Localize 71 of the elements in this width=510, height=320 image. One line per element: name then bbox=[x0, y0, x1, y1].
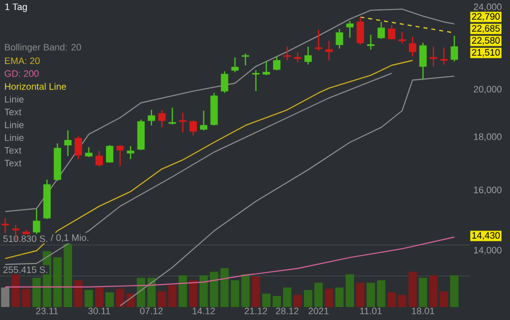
candlestick bbox=[398, 31, 406, 44]
candlestick bbox=[190, 120, 197, 136]
annotation: Text bbox=[4, 160, 22, 166]
candlestick bbox=[168, 107, 176, 126]
candlestick bbox=[252, 70, 260, 92]
y2-axis-title: / 0,1 Mio. bbox=[50, 234, 88, 242]
candlestick bbox=[408, 36, 416, 58]
y-tick-label: 18,000 bbox=[474, 133, 502, 142]
line-series bbox=[120, 76, 455, 306]
candlestick bbox=[294, 52, 302, 63]
text: 22,580 bbox=[472, 37, 500, 45]
candlestick bbox=[388, 24, 396, 40]
candlestick bbox=[220, 70, 228, 94]
candlestick bbox=[336, 28, 344, 50]
candlestick bbox=[419, 42, 427, 80]
candlestick bbox=[450, 35, 458, 62]
x-tick-label: 18.01 bbox=[412, 308, 434, 314]
candlestick bbox=[346, 20, 354, 38]
candlestick bbox=[314, 29, 322, 52]
x-tick-label: 30.11 bbox=[88, 308, 110, 314]
candlestick bbox=[126, 146, 134, 160]
x-tick-label: 14.12 bbox=[192, 308, 215, 314]
candlestick bbox=[96, 150, 103, 168]
y-tick-label: 16,000 bbox=[474, 186, 502, 194]
annotation: Text bbox=[4, 147, 22, 154]
text: Bollinger Band: 20 bbox=[5, 44, 82, 52]
candlestick bbox=[158, 109, 166, 128]
candlestick bbox=[64, 130, 72, 157]
candlestick bbox=[148, 109, 156, 126]
candlestick bbox=[356, 16, 364, 46]
candlestick bbox=[440, 47, 448, 66]
x-tick-label: 23.11 bbox=[36, 308, 58, 314]
candlestick bbox=[85, 146, 92, 158]
candlestick bbox=[367, 34, 374, 50]
annotation: Linie bbox=[5, 96, 24, 103]
text: GD: 200 bbox=[4, 70, 39, 77]
x-tick-label: 21.12 bbox=[244, 308, 268, 314]
x-tick-label: 2021 bbox=[308, 308, 328, 314]
text: Horizontal Line bbox=[5, 82, 66, 90]
candlestick bbox=[262, 60, 270, 76]
text: 22,790 bbox=[472, 13, 500, 21]
candlestick bbox=[32, 208, 40, 235]
text: 21,510 bbox=[472, 49, 500, 57]
chart-title: 1 Tag bbox=[5, 4, 27, 12]
candlestick bbox=[242, 52, 250, 66]
candlestick bbox=[430, 46, 438, 67]
annotation: Linie bbox=[5, 121, 24, 128]
candlestick bbox=[74, 136, 82, 160]
candlestick bbox=[106, 144, 114, 164]
x-tick-label: 11.01 bbox=[360, 308, 382, 314]
candlestick bbox=[179, 112, 186, 133]
candlestick bbox=[378, 21, 385, 40]
candlestick bbox=[284, 46, 291, 62]
y2-tick-label: 255.415 S. bbox=[3, 266, 48, 274]
candlestick bbox=[325, 40, 333, 62]
y-tick-label: 24,000 bbox=[474, 4, 502, 12]
y-tick-label: 20,000 bbox=[474, 86, 502, 94]
y-tick-label: 14,000 bbox=[474, 246, 502, 255]
text: 14,430 bbox=[472, 232, 500, 240]
x-tick-label: 28.12 bbox=[276, 308, 298, 314]
candlestick bbox=[200, 110, 208, 131]
annotation: Linie bbox=[5, 134, 24, 142]
candlestick bbox=[2, 217, 9, 234]
candlestick bbox=[231, 56, 239, 73]
candlestick bbox=[273, 56, 280, 71]
candlestick bbox=[116, 144, 124, 167]
candlestick bbox=[304, 46, 312, 66]
text: 22,685 bbox=[472, 25, 500, 33]
annotation: Text bbox=[4, 108, 22, 116]
x-tick-label: 07.12 bbox=[140, 308, 163, 314]
text: EMA: 20 bbox=[5, 58, 40, 64]
